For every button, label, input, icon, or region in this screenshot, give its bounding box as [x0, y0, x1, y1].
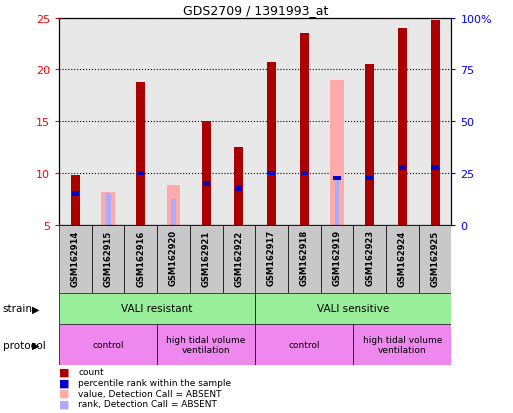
Bar — [171, 199, 176, 225]
Bar — [59, 225, 92, 293]
Bar — [255, 324, 353, 366]
Bar — [366, 176, 373, 181]
Bar — [300, 34, 309, 225]
Bar — [59, 324, 157, 366]
Bar — [255, 225, 288, 293]
Text: control: control — [92, 340, 124, 349]
Bar — [234, 147, 244, 225]
Bar — [101, 192, 115, 225]
Text: count: count — [78, 367, 104, 376]
Bar — [136, 83, 145, 225]
Text: percentile rank within the sample: percentile rank within the sample — [78, 378, 231, 387]
Bar — [334, 178, 340, 225]
Bar — [301, 171, 308, 176]
Text: GSM162923: GSM162923 — [365, 230, 374, 286]
Text: GSM162917: GSM162917 — [267, 230, 276, 286]
Bar — [137, 171, 144, 176]
Text: GSM162921: GSM162921 — [202, 230, 211, 286]
Bar — [288, 225, 321, 293]
Bar — [71, 176, 80, 225]
Text: strain: strain — [3, 304, 32, 314]
Bar — [321, 225, 353, 293]
Bar — [353, 324, 451, 366]
Bar — [255, 293, 451, 324]
Bar — [59, 293, 255, 324]
Bar — [223, 225, 255, 293]
Text: VALI resistant: VALI resistant — [122, 304, 193, 314]
Text: high tidal volume
ventilation: high tidal volume ventilation — [363, 335, 442, 354]
Text: ▶: ▶ — [32, 340, 40, 350]
Bar — [333, 176, 341, 181]
Text: GSM162914: GSM162914 — [71, 230, 80, 286]
Bar — [398, 29, 407, 225]
Bar — [202, 122, 211, 225]
Text: GSM162916: GSM162916 — [136, 230, 145, 286]
Title: GDS2709 / 1391993_at: GDS2709 / 1391993_at — [183, 5, 328, 17]
Text: VALI sensitive: VALI sensitive — [317, 304, 389, 314]
Text: ■: ■ — [59, 367, 69, 377]
Text: GSM162924: GSM162924 — [398, 230, 407, 286]
Bar — [431, 166, 439, 171]
Text: protocol: protocol — [3, 340, 45, 350]
Text: rank, Detection Call = ABSENT: rank, Detection Call = ABSENT — [78, 399, 218, 408]
Bar — [106, 193, 110, 225]
Bar — [267, 63, 276, 225]
Bar — [72, 192, 79, 197]
Text: GSM162922: GSM162922 — [234, 230, 243, 286]
Bar — [386, 225, 419, 293]
Text: ■: ■ — [59, 388, 69, 398]
Bar — [124, 225, 157, 293]
Text: GSM162918: GSM162918 — [300, 230, 309, 286]
Text: value, Detection Call = ABSENT: value, Detection Call = ABSENT — [78, 389, 222, 398]
Text: ■: ■ — [59, 399, 69, 409]
Bar — [235, 187, 243, 191]
Bar — [353, 225, 386, 293]
Text: GSM162915: GSM162915 — [104, 230, 112, 286]
Bar — [268, 171, 275, 176]
Text: GSM162919: GSM162919 — [332, 230, 342, 286]
Bar — [365, 65, 374, 225]
Text: GSM162920: GSM162920 — [169, 230, 178, 286]
Bar — [157, 225, 190, 293]
Text: control: control — [288, 340, 320, 349]
Bar — [430, 21, 440, 225]
Text: high tidal volume
ventilation: high tidal volume ventilation — [167, 335, 246, 354]
Bar — [330, 81, 344, 225]
Text: ▶: ▶ — [32, 304, 40, 314]
Text: GSM162925: GSM162925 — [430, 230, 440, 286]
Bar — [399, 166, 406, 171]
Bar — [190, 225, 223, 293]
Bar — [167, 186, 181, 225]
Bar — [203, 181, 210, 186]
Bar — [419, 225, 451, 293]
Bar — [92, 225, 125, 293]
Text: ■: ■ — [59, 377, 69, 387]
Bar — [157, 324, 255, 366]
